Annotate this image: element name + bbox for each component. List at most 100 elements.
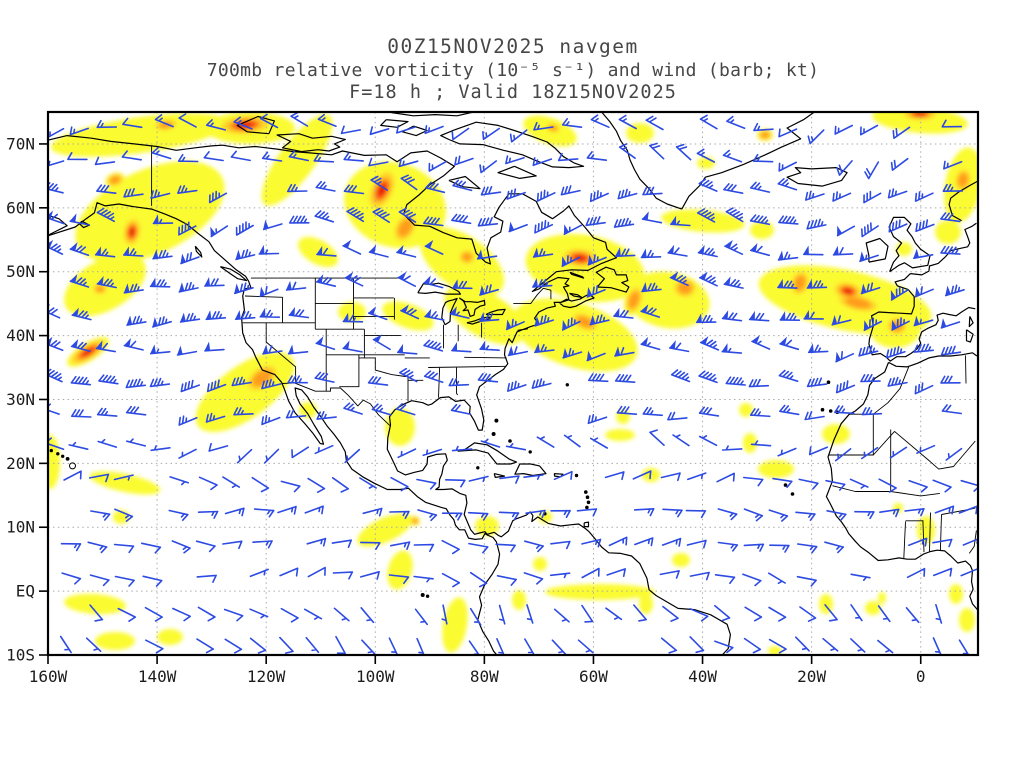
- x-axis-label: 80W: [470, 667, 499, 686]
- island-dot: [586, 500, 591, 505]
- island-dot: [491, 432, 496, 436]
- political-borders: [151, 146, 977, 559]
- island-dot: [494, 418, 499, 423]
- chart-title: 00Z15NOV2025 navgem: [387, 35, 639, 58]
- vorticity-blob: [95, 632, 135, 650]
- vorticity-blob: [48, 435, 60, 489]
- x-axis-label: 100W: [356, 667, 395, 686]
- vorticity-blob: [959, 608, 975, 632]
- island-dot: [65, 457, 70, 461]
- vorticity-blob: [545, 584, 655, 600]
- x-axis-label: 40W: [688, 667, 717, 686]
- vorticity-blob: [95, 285, 105, 293]
- island-dot: [56, 452, 60, 456]
- vorticity-blob: [344, 161, 446, 249]
- island-dot: [820, 407, 825, 412]
- island-dot: [69, 462, 76, 470]
- island-dot: [585, 505, 589, 510]
- y-axis-label: 40N: [6, 326, 35, 345]
- island-dots-layer: [49, 380, 840, 598]
- vorticity-blob: [512, 298, 638, 372]
- vorticity-blob: [385, 408, 415, 446]
- vorticity-blob: [382, 301, 434, 331]
- island-dot: [790, 492, 795, 496]
- x-axis-label: 140W: [138, 667, 177, 686]
- vorticity-blob: [626, 123, 654, 143]
- chart-valid-line: F=18 h ; Valid 18Z15NOV2025: [349, 82, 677, 103]
- vorticity-blob: [844, 288, 852, 294]
- vorticity-blob: [575, 255, 585, 261]
- vorticity-blob: [397, 219, 413, 237]
- vorticity-blob: [768, 646, 782, 655]
- island-dot: [508, 439, 512, 443]
- island-dot: [585, 495, 590, 500]
- vorticity-blob: [878, 592, 886, 604]
- island-dot: [565, 383, 569, 387]
- vorticity-blob: [158, 121, 174, 129]
- political-border-layer: [151, 146, 977, 559]
- y-axis-label: 30N: [6, 390, 35, 409]
- vorticity-blob: [865, 601, 881, 615]
- vorticity-blob: [64, 593, 126, 615]
- x-axis-label: 60W: [579, 667, 608, 686]
- vorticity-blob: [957, 172, 969, 188]
- vorticity-blob: [412, 518, 418, 524]
- island-dot: [584, 490, 588, 494]
- island-dot: [783, 483, 788, 487]
- vorticity-blob: [743, 433, 757, 453]
- island-dot: [49, 448, 53, 453]
- island-dot: [425, 594, 430, 598]
- y-axis-label: 10S: [6, 646, 35, 665]
- vorticity-blob: [628, 291, 640, 309]
- vorticity-blob: [758, 460, 794, 478]
- island-dot: [826, 380, 831, 385]
- vorticity-blob: [605, 429, 635, 441]
- vorticity-blob: [129, 228, 135, 236]
- axis-layer: 70N 60N 50N 40N 30N 20N 10N EQ 10S 160W 140W 120W 10…: [6, 134, 925, 686]
- vorticity-blob: [83, 348, 93, 356]
- chart-subtitle: 700mb relative vorticity (10⁻⁵ s⁻¹) and …: [207, 60, 820, 81]
- map-frame: [46, 110, 980, 657]
- island-dot: [528, 450, 532, 454]
- vorticity-blob: [109, 175, 121, 185]
- vorticity-blob: [444, 285, 526, 345]
- vorticity-blob: [298, 236, 338, 268]
- vorticity-blob: [760, 131, 770, 139]
- vorticity-blob: [750, 221, 774, 239]
- vorticity-blob: [845, 297, 871, 309]
- y-axis-label: 70N: [6, 134, 35, 153]
- vorticity-blob: [935, 220, 961, 244]
- y-axis-label: EQ: [16, 582, 35, 601]
- island-dot: [828, 409, 833, 413]
- island-dot: [574, 473, 579, 478]
- vorticity-blob: [357, 513, 413, 547]
- vorticity-blob: [794, 275, 806, 291]
- vorticity-blob: [576, 316, 594, 328]
- vorticity-blob: [739, 403, 753, 417]
- vorticity-blob: [475, 516, 499, 536]
- vorticity-blob: [338, 302, 366, 322]
- vorticity-blob: [672, 553, 690, 567]
- vorticity-blob: [538, 511, 552, 523]
- vorticity-blob: [462, 252, 472, 262]
- vorticity-blob: [819, 594, 833, 614]
- gridline-layer: [48, 112, 978, 655]
- title-block: 00Z15NOV2025 navgem 700mb relative vorti…: [207, 35, 820, 103]
- vorticity-blob: [50, 113, 230, 157]
- wind-barbs: [48, 112, 978, 655]
- vorticity-blob: [533, 557, 547, 571]
- x-axis-label: 160W: [29, 667, 68, 686]
- vorticity-blob: [512, 590, 526, 610]
- island-dot: [420, 593, 425, 597]
- vorticity-blob: [697, 157, 715, 169]
- vorticity-blob: [261, 114, 333, 206]
- x-axis-label: 20W: [797, 667, 826, 686]
- wind-barb-pennants: [48, 210, 951, 363]
- island-dot: [61, 454, 65, 458]
- vorticity-blob: [639, 594, 653, 614]
- vorticity-blob: [442, 597, 468, 653]
- y-axis-label: 10N: [6, 518, 35, 537]
- y-axis-label: 20N: [6, 454, 35, 473]
